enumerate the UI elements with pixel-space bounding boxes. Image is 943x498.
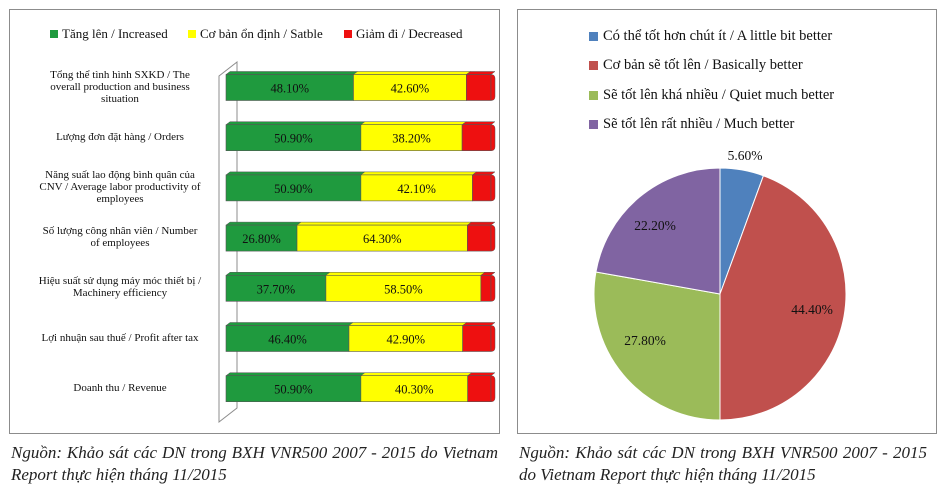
bar-end-cap <box>490 224 496 252</box>
bar-segment <box>360 375 468 403</box>
category-label-line: Lợi nhuận sau thuế / Profit after tax <box>41 331 199 344</box>
bar-value-label: 50.90% <box>274 132 313 146</box>
bar-segment <box>360 174 473 202</box>
pie-legend-item-0: Có thể tốt hơn chút ít / A little bit be… <box>589 28 832 45</box>
bar-segment <box>225 124 362 151</box>
bar-value-label: 50.90% <box>274 182 313 196</box>
category-label: Số lượng công nhân viên / Number of emplo… <box>18 225 222 249</box>
pie-legend-label: Có thể tốt hơn chút ít / A little bit be… <box>603 28 833 44</box>
bar-segment <box>461 124 492 151</box>
pie-legend-item-1: Cơ bản sẽ tốt lên / Basically better <box>589 57 803 74</box>
pie-slice-label: 5.60% <box>728 148 763 163</box>
category-label-line: Machinery efficiency <box>72 287 168 300</box>
category-label-line: of employees <box>90 237 150 250</box>
pie-slice-label: 22.20% <box>634 218 676 233</box>
pie-slice-label: 27.80% <box>624 333 666 348</box>
bar-segment <box>225 224 298 252</box>
category-label: Hiệu suất sử dụng máy móc thiết bị / Mach… <box>18 275 222 299</box>
pie-legend-label: Sẽ tốt lên rất nhiều / Much better <box>603 116 795 132</box>
pie-legend-label: Cơ bản sẽ tốt lên / Basically better <box>603 57 803 73</box>
bar-value-label: 42.10% <box>397 182 436 196</box>
bar-series-group: 48.10% 42.60% 50.90% 38.20% 50.90% 42.10% 26.8… <box>225 71 496 403</box>
bar-end-cap <box>490 325 496 352</box>
bar-value-label: 64.30% <box>363 232 402 246</box>
category-label: Lợi nhuận sau thuế / Profit after tax <box>18 332 222 344</box>
bar-value-label: 40.30% <box>395 383 434 397</box>
bar-segment <box>325 274 482 302</box>
category-label: Năng suất lao động bình quân của CNV / Av… <box>18 169 222 205</box>
category-label-line: Lượng đơn đặt hàng / Orders <box>56 130 184 143</box>
bar-value-label: 42.60% <box>391 82 430 96</box>
legend-increased-swatch <box>50 30 58 38</box>
category-label-line: CNV / Average labor productivity of <box>39 180 201 193</box>
pie-slices-group <box>593 167 847 421</box>
right-source-note: Nguồn: Khảo sát các DN trong BXH VNR500 … <box>519 443 927 484</box>
bar-end-cap <box>490 174 496 202</box>
bar-value-label: 38.20% <box>392 132 431 146</box>
bar-segment <box>348 325 463 352</box>
category-label-line: overall production and business <box>50 80 190 93</box>
bar-value-label: 26.80% <box>242 232 281 246</box>
bar-value-label: 48.10% <box>270 82 309 96</box>
pie-labels-group: 5.60% 44.40% 27.80% 22.20% <box>624 148 833 348</box>
pie-legend-label: Sẽ tốt lên khá nhiều / Quiet much better <box>603 87 835 103</box>
category-label-line: employees <box>96 192 144 205</box>
bar-segment <box>225 325 350 352</box>
pie-legend-swatch <box>589 91 598 100</box>
category-label-line: Số lượng công nhân viên / Number <box>42 225 198 238</box>
legend-increased: Tăng lên / Increased <box>50 26 168 42</box>
bar-value-label: 58.50% <box>384 282 423 296</box>
bar-end-cap <box>490 124 496 151</box>
legend-decreased-label: Giảm đi / Decreased <box>356 26 463 41</box>
legend-increased-label: Tăng lên / Increased <box>62 26 168 41</box>
pie-slice <box>593 271 721 421</box>
category-label: Doanh thu / Revenue <box>18 382 222 394</box>
category-label-line: Hiệu suất sử dụng máy móc thiết bị / <box>38 275 202 288</box>
pie-legend-swatch <box>589 120 598 129</box>
bar-end-cap <box>490 74 496 101</box>
legend-stable-swatch <box>188 30 196 38</box>
pie-slice-label: 44.40% <box>791 302 833 317</box>
legend-stable-label: Cơ bản ổn định / Satble <box>200 26 323 41</box>
bar-value-label: 37.70% <box>257 282 296 296</box>
category-label-line: Doanh thu / Revenue <box>73 381 167 394</box>
pie-legend-item-3: Sẽ tốt lên rất nhiều / Much better <box>589 116 794 133</box>
category-label-line: Năng suất lao động bình quân của <box>45 168 195 181</box>
category-label: Tổng thể tình hình SXKD / The overall pro… <box>18 69 222 105</box>
bar-end-cap <box>490 375 496 402</box>
bar-value-label: 50.90% <box>274 383 313 397</box>
bar-end-cap <box>490 275 496 302</box>
bar-value-label: 46.40% <box>268 333 307 347</box>
pie-legend-swatch <box>589 61 598 70</box>
left-source-note: Nguồn: Khảo sát các DN trong BXH VNR500 … <box>11 443 498 484</box>
category-label: Lượng đơn đặt hàng / Orders <box>18 131 222 143</box>
pie-slice <box>719 175 847 421</box>
legend-decreased: Giảm đi / Decreased <box>344 26 462 42</box>
category-label-line: situation <box>101 92 139 105</box>
pie-legend-swatch <box>589 32 598 41</box>
category-label-line: Tổng thể tình hình SXKD / The <box>50 68 190 81</box>
pie-slice <box>595 167 721 295</box>
pie-legend-item-2: Sẽ tốt lên khá nhiều / Quiet much better <box>589 87 834 104</box>
bar-value-label: 42.90% <box>387 333 426 347</box>
bar-segment <box>462 325 492 352</box>
legend-stable: Cơ bản ổn định / Satble <box>188 26 323 42</box>
legend-decreased-swatch <box>344 30 352 38</box>
bar-segment <box>360 124 463 151</box>
